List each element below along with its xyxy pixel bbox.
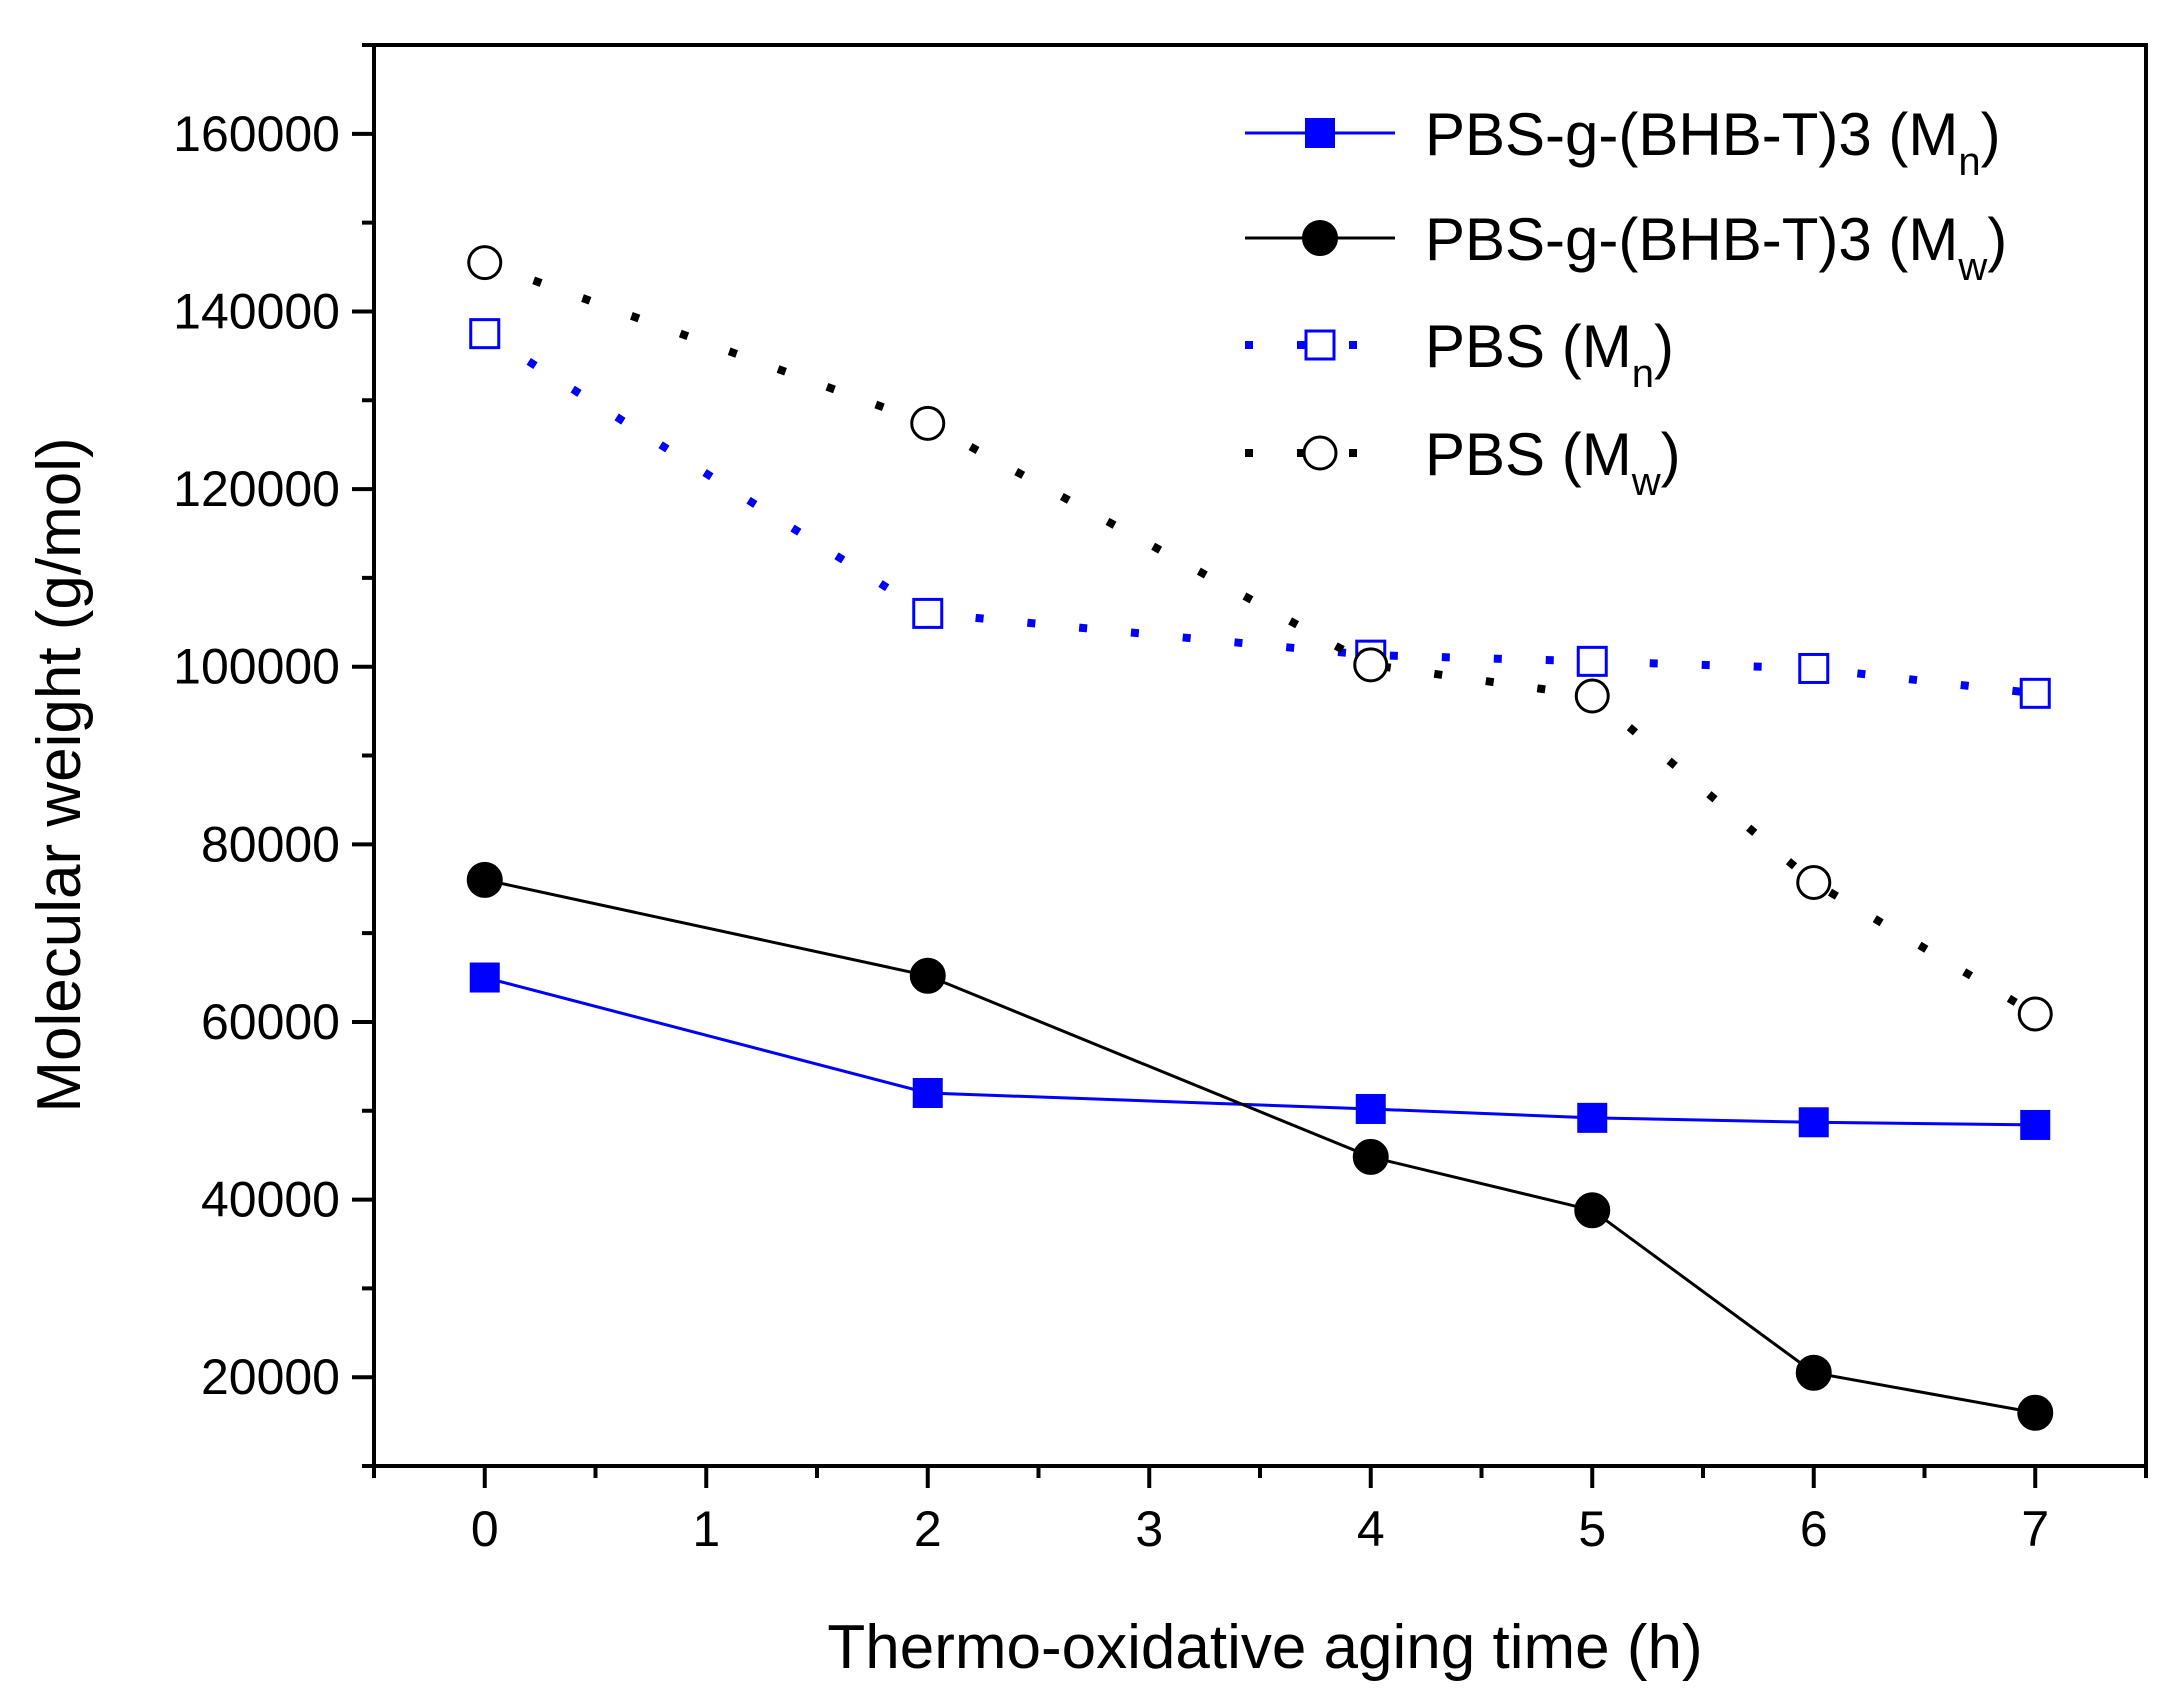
- data-point: [1355, 1093, 1386, 1124]
- y-tick-label: 140000: [173, 283, 340, 339]
- y-tick-label: 80000: [201, 816, 340, 872]
- data-point: [2019, 677, 2051, 709]
- x-tick-label: 1: [692, 1501, 720, 1557]
- x-tick-label: 0: [471, 1501, 499, 1557]
- data-point: [1352, 1138, 1389, 1175]
- y-tick-label: 160000: [173, 106, 340, 162]
- axes: 2000040000600008000010000012000014000016…: [173, 43, 2148, 1557]
- y-tick-label: 60000: [201, 994, 340, 1050]
- legend-marker: [1302, 220, 1338, 256]
- legend-marker: [1305, 118, 1335, 148]
- series-line: [484, 976, 2036, 1127]
- legend-label: PBS-g-(BHB-T)3 (Mn): [1425, 101, 2001, 184]
- legend-marker: [1304, 329, 1336, 361]
- legend-label-main: PBS-g-(BHB-T)3 (M: [1425, 101, 1958, 168]
- legend-label-main: PBS (M: [1425, 313, 1632, 380]
- data-point: [467, 245, 503, 281]
- legend-marker: [1302, 435, 1338, 471]
- series-0: [469, 962, 2051, 1140]
- series-2: [469, 318, 2051, 709]
- data-point: [2020, 1109, 2051, 1140]
- y-axis-title: Molecular weight (g/mol): [25, 437, 94, 1112]
- legend-label-end: ): [1987, 206, 2007, 273]
- data-point: [1796, 865, 1832, 901]
- legend-item: PBS (Mw): [1245, 421, 1681, 504]
- legend-label: PBS (Mn): [1425, 313, 1674, 396]
- y-tick-label: 40000: [201, 1172, 340, 1228]
- x-tick-label: 2: [914, 1501, 942, 1557]
- data-point: [466, 861, 503, 898]
- data-point: [2017, 1394, 2054, 1431]
- legend-item: PBS-g-(BHB-T)3 (Mn): [1245, 101, 2001, 184]
- legend-item: PBS-g-(BHB-T)3 (Mw): [1245, 206, 2007, 289]
- data-point: [1353, 647, 1389, 683]
- data-point: [910, 405, 946, 441]
- legend-label-sub: n: [1632, 352, 1654, 396]
- legend-label-sub: w: [1631, 460, 1661, 504]
- data-point: [1576, 645, 1608, 677]
- legend-label: PBS-g-(BHB-T)3 (Mw): [1425, 206, 2007, 289]
- y-tick-label: 120000: [173, 461, 340, 517]
- y-tick-label: 100000: [173, 639, 340, 695]
- x-tick-label: 3: [1135, 1501, 1163, 1557]
- data-point: [912, 1077, 943, 1108]
- series-line: [484, 878, 2036, 1415]
- legend: PBS-g-(BHB-T)3 (Mn)PBS-g-(BHB-T)3 (Mw)PB…: [1245, 101, 2007, 504]
- y-tick-label: 20000: [201, 1349, 340, 1405]
- legend-label: PBS (Mw): [1425, 421, 1681, 504]
- series-1: [466, 861, 2054, 1431]
- x-tick-label: 6: [1800, 1501, 1828, 1557]
- legend-label-end: ): [1981, 101, 2001, 168]
- data-point: [909, 957, 946, 994]
- data-point: [469, 318, 501, 350]
- data-point: [1798, 1107, 1829, 1138]
- data-point: [1795, 1354, 1832, 1391]
- data-point: [1574, 1192, 1611, 1229]
- legend-label-end: ): [1661, 421, 1681, 488]
- series-layer: [466, 245, 2054, 1431]
- series-3: [467, 245, 2053, 1032]
- legend-item: PBS (Mn): [1245, 313, 1674, 396]
- data-point: [2017, 996, 2053, 1032]
- legend-label-main: PBS (M: [1425, 421, 1632, 488]
- x-tick-label: 7: [2021, 1501, 2049, 1557]
- legend-label-end: ): [1654, 313, 1674, 380]
- legend-label-sub: n: [1958, 140, 1980, 184]
- data-point: [1798, 652, 1830, 684]
- x-axis-title: Thermo-oxidative aging time (h): [827, 1613, 1702, 1682]
- data-point: [912, 597, 944, 629]
- x-tick-label: 4: [1357, 1501, 1385, 1557]
- data-point: [1577, 1102, 1608, 1133]
- legend-label-sub: w: [1957, 245, 1987, 289]
- data-point: [469, 962, 500, 993]
- legend-label-main: PBS-g-(BHB-T)3 (M: [1425, 206, 1958, 273]
- data-point: [1574, 678, 1610, 714]
- x-tick-label: 5: [1578, 1501, 1606, 1557]
